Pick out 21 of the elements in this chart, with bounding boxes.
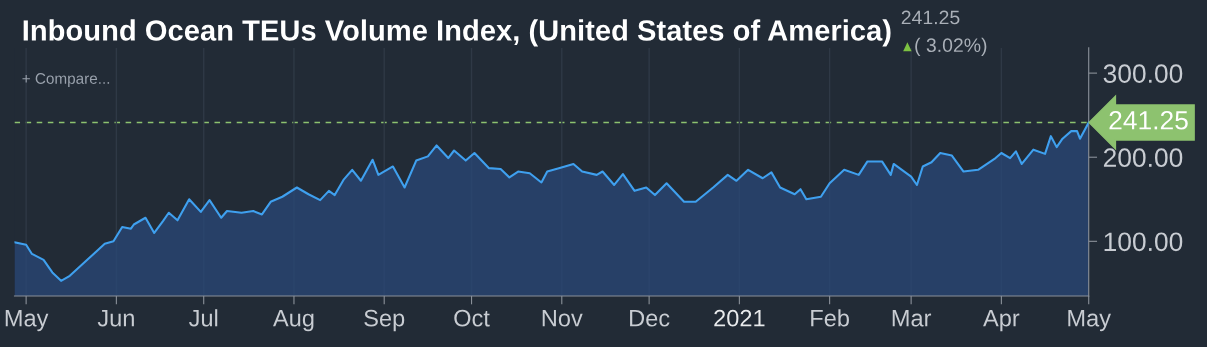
- x-tick-label: 2021: [714, 309, 765, 327]
- x-tick-label: Sep: [364, 309, 405, 332]
- chart-title: Inbound Ocean TEUs Volume Index, (United States of America): [23, 19, 891, 47]
- x-tick-label: Mar: [892, 310, 932, 327]
- x-tick-label: Nov: [542, 310, 583, 327]
- annotation: ( 3.02%): [915, 37, 987, 56]
- ref-line-label: 241.25: [1109, 110, 1188, 130]
- x-tick-label: Apr: [983, 310, 1020, 332]
- y-tick-label: 200.00: [1103, 148, 1183, 168]
- annotation: + Compare...: [22, 73, 110, 87]
- y-tick-label: 100.00: [1104, 232, 1183, 252]
- x-tick-label: Aug: [273, 310, 314, 332]
- x-tick-label: Dec: [630, 310, 670, 327]
- x-tick-label: May: [5, 310, 49, 332]
- text: 241.25: [901, 10, 960, 25]
- y-tick-label: 300.00: [1103, 64, 1183, 83]
- x-tick-label: Jun: [97, 310, 134, 327]
- x-tick-label: Feb: [811, 309, 849, 327]
- x-tick-label: Jul: [188, 309, 218, 327]
- x-tick-label: Oct: [454, 309, 490, 327]
- x-tick-label: May: [1068, 310, 1111, 332]
